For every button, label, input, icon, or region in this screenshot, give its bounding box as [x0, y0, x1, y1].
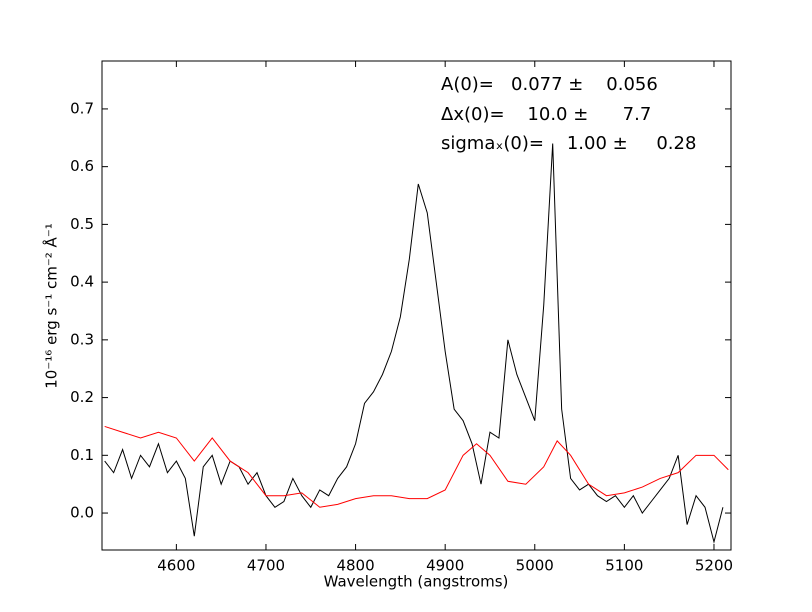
plot-frame: [101, 60, 732, 551]
x-tick-label: 5200: [695, 557, 733, 575]
x-tick-label: 5100: [605, 557, 643, 575]
series-line: [104, 425, 729, 508]
x-tick-label: 4600: [157, 557, 195, 575]
y-tick-label: 0.3: [70, 330, 94, 348]
x-tick-label: 5000: [516, 557, 554, 575]
x-tick-label: 4700: [247, 557, 285, 575]
series-line: [104, 143, 724, 544]
annotation: A(0)= 0.077 ± 0.056: [441, 74, 658, 95]
x-axis-label: Wavelength (angstroms): [324, 573, 509, 591]
annotation: Δx(0)= 10.0 ± 7.7: [441, 104, 651, 125]
y-tick-label: 0.0: [70, 504, 94, 522]
y-tick-label: 0.7: [70, 99, 94, 117]
y-tick-label: 0.1: [70, 446, 94, 464]
y-tick-label: 0.2: [70, 388, 94, 406]
y-tick-label: 0.4: [70, 273, 94, 291]
y-axis-label: 10⁻¹⁶ erg s⁻¹ cm⁻² Å⁻¹: [42, 223, 61, 388]
x-tick-label: 4900: [426, 557, 464, 575]
annotation: sigmaₓ(0)= 1.00 ± 0.28: [441, 133, 696, 154]
y-tick-label: 0.5: [70, 215, 94, 233]
y-tick-label: 0.6: [70, 157, 94, 175]
x-tick-label: 4800: [336, 557, 374, 575]
